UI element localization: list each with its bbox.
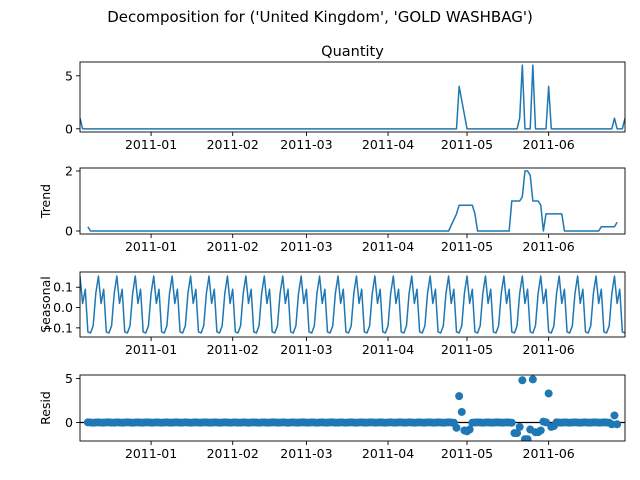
panel4-point-2011-04-27 (452, 423, 461, 432)
panel4-group: Resid 2011-01 2011-02 2011-03 2011-04 2011-05… (38, 371, 626, 461)
panel3-group: Seasonal 2011-01 2011-02 2011-03 2011-04 2011… (38, 271, 626, 357)
panel1-x-tick-label-2011-04: 2011-04 (362, 137, 414, 152)
panel2-x-tick-label-2011-06: 2011-06 (523, 239, 575, 254)
panel4-point-2011-05-26 (528, 375, 537, 384)
panel4-x-tick-label-2011-05: 2011-05 (441, 446, 493, 461)
panel3-data (80, 275, 625, 334)
panel2-y-tick-label-0: 0 (65, 224, 73, 239)
panel4-x-tick-label-2011-01: 2011-01 (125, 446, 177, 461)
panel2-y-axis-label: Trend (38, 184, 53, 219)
panel1-series-line (80, 64, 625, 130)
panel2-y-tick-label-1: 2 (65, 164, 73, 179)
panel1-y-tick-label-0: 0 (65, 121, 73, 136)
panel4-point-2011-05-24 (523, 435, 532, 441)
panel2-group: Trend 2011-01 2011-02 2011-03 2011-04 2011-05… (38, 164, 626, 254)
panel1-x-tick-label-2011-06: 2011-06 (523, 137, 575, 152)
panel3-series-line (80, 275, 625, 334)
panel3-x-tick-label-2011-01: 2011-01 (125, 342, 177, 357)
panel4-x-tick-label-2011-04: 2011-04 (362, 446, 414, 461)
panel1-y-tick-label-1: 5 (65, 68, 73, 83)
panel4-frame (79, 374, 626, 442)
panel3-x-tick-label-2011-02: 2011-02 (207, 342, 259, 357)
panel4-point-2011-05-21 (515, 422, 524, 431)
panel3-x-tick-label-2011-06: 2011-06 (523, 342, 575, 357)
panel3-y-tick-label-2: −0.1 (43, 320, 73, 335)
panel1-data (80, 64, 625, 130)
panel2-x-tick-label-2011-01: 2011-01 (125, 239, 177, 254)
panel4-point-2011-05-18 (507, 418, 516, 427)
panel1-title: Quantity (321, 44, 384, 60)
panel4-point-2011-04-29 (457, 407, 466, 416)
panel2-frame (79, 167, 626, 235)
panel2-series-line (87, 170, 618, 232)
panel4-y-tick-label-0: 0 (65, 415, 73, 430)
figure-title: Decomposition for ('United Kingdom', 'GO… (107, 8, 533, 26)
panel4-point-2011-06-27 (613, 420, 622, 429)
panel4-data (80, 375, 625, 441)
panel3-y-tick-label-0: 0.1 (53, 280, 73, 295)
panel2-x-tick-label-2011-04: 2011-04 (362, 239, 414, 254)
panel2-x-tick-label-2011-03: 2011-03 (280, 239, 332, 254)
panel1-x-tick-label-2011-03: 2011-03 (280, 137, 332, 152)
panel4-point-2011-04-28 (455, 392, 464, 401)
panel4-point-2011-05-29 (536, 426, 545, 435)
panel1-x-tick-label-2011-05: 2011-05 (441, 137, 493, 152)
panel3-x-tick-label-2011-05: 2011-05 (441, 342, 493, 357)
panel4-x-tick-label-2011-02: 2011-02 (207, 446, 259, 461)
panel1-x-tick-label-2011-02: 2011-02 (207, 137, 259, 152)
panel3-x-tick-label-2011-04: 2011-04 (362, 342, 414, 357)
panel4-x-tick-label-2011-03: 2011-03 (280, 446, 332, 461)
panel3-y-axis-label: Seasonal (38, 276, 53, 333)
panel1-x-tick-label-2011-01: 2011-01 (125, 137, 177, 152)
panel4-point-2011-05-02 (465, 425, 474, 434)
panel1-frame (79, 61, 626, 133)
panel2-x-tick-label-2011-02: 2011-02 (207, 239, 259, 254)
panel2-data (87, 170, 618, 232)
panel4-y-axis-label: Resid (38, 391, 53, 425)
panel3-frame (79, 271, 626, 338)
panel4-point-2011-05-20 (513, 429, 522, 438)
panel2-x-tick-label-2011-05: 2011-05 (441, 239, 493, 254)
panel3-x-tick-label-2011-03: 2011-03 (280, 342, 332, 357)
panel4-point-2011-06-26 (610, 411, 619, 420)
panel4-x-tick-label-2011-06: 2011-06 (523, 446, 575, 461)
panel4-point-2011-06-01 (544, 389, 553, 398)
panel4-point-2011-05-31 (542, 418, 551, 427)
panel4-point-2011-05-22 (518, 376, 527, 385)
panel4-y-tick-label-1: 5 (65, 371, 73, 386)
panel1-group: Quantity 2011-01 2011-02 2011-03 2011-04 2011… (65, 44, 626, 152)
panel3-y-tick-label-1: 0.0 (53, 300, 73, 315)
